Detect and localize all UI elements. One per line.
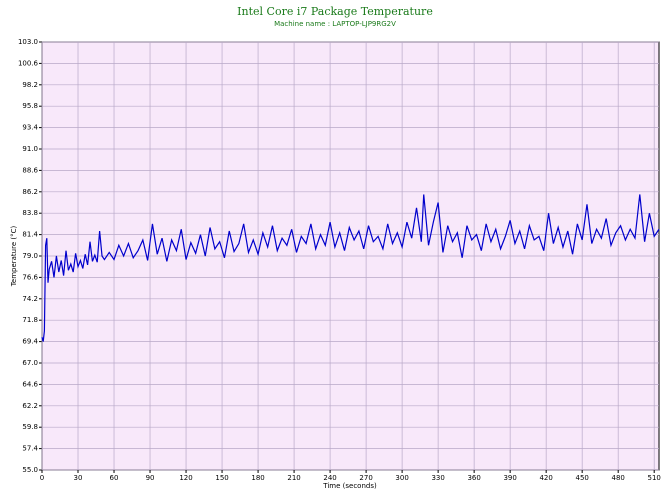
x-tick-label: 330	[431, 474, 444, 482]
y-tick-label: 76.6	[22, 273, 38, 281]
x-tick-label: 480	[611, 474, 624, 482]
x-tick-label: 60	[110, 474, 119, 482]
y-tick-label: 74.2	[22, 295, 38, 303]
y-axis-label: Temperature (°C)	[10, 226, 18, 288]
y-tick-label: 81.4	[22, 231, 38, 239]
x-tick-label: 0	[40, 474, 44, 482]
x-tick-label: 150	[215, 474, 228, 482]
y-tick-label: 62.2	[22, 402, 38, 410]
x-tick-label: 270	[359, 474, 372, 482]
x-tick-label: 360	[467, 474, 480, 482]
y-tick-label: 57.4	[22, 445, 38, 453]
y-tick-label: 71.8	[22, 316, 38, 324]
y-tick-label: 83.8	[22, 209, 38, 217]
x-tick-label: 510	[648, 474, 661, 482]
y-tick-label: 64.6	[22, 380, 38, 388]
y-tick-label: 69.4	[22, 338, 38, 346]
data-line	[41, 194, 660, 342]
y-tick-label: 59.8	[22, 423, 38, 431]
y-tick-label: 93.4	[22, 124, 38, 132]
y-tick-label: 86.2	[22, 188, 38, 196]
x-tick-label: 30	[74, 474, 83, 482]
x-tick-label: 180	[251, 474, 264, 482]
x-tick-label: 390	[503, 474, 516, 482]
x-tick-label: 240	[323, 474, 336, 482]
x-tick-label: 420	[539, 474, 552, 482]
x-axis-label: Time (seconds)	[322, 482, 377, 490]
y-tick-label: 91.0	[22, 145, 38, 153]
x-tick-label: 300	[395, 474, 408, 482]
y-tick-label: 95.8	[22, 102, 38, 110]
y-tick-label: 79.0	[22, 252, 38, 260]
x-tick-label: 450	[575, 474, 588, 482]
y-tick-label: 55.0	[22, 466, 38, 474]
x-tick-label: 90	[146, 474, 155, 482]
y-tick-label: 103.0	[18, 38, 38, 46]
x-tick-label: 210	[287, 474, 300, 482]
y-tick-label: 100.6	[18, 59, 39, 67]
chart-subtitle: Machine name : LAPTOP-LJP9RG2V	[274, 20, 396, 28]
x-tick-label: 120	[179, 474, 192, 482]
y-tick-label: 67.0	[22, 359, 38, 367]
y-tick-label: 88.6	[22, 166, 38, 174]
chart-title: Intel Core i7 Package Temperature	[237, 5, 433, 18]
y-tick-label: 98.2	[22, 81, 38, 89]
